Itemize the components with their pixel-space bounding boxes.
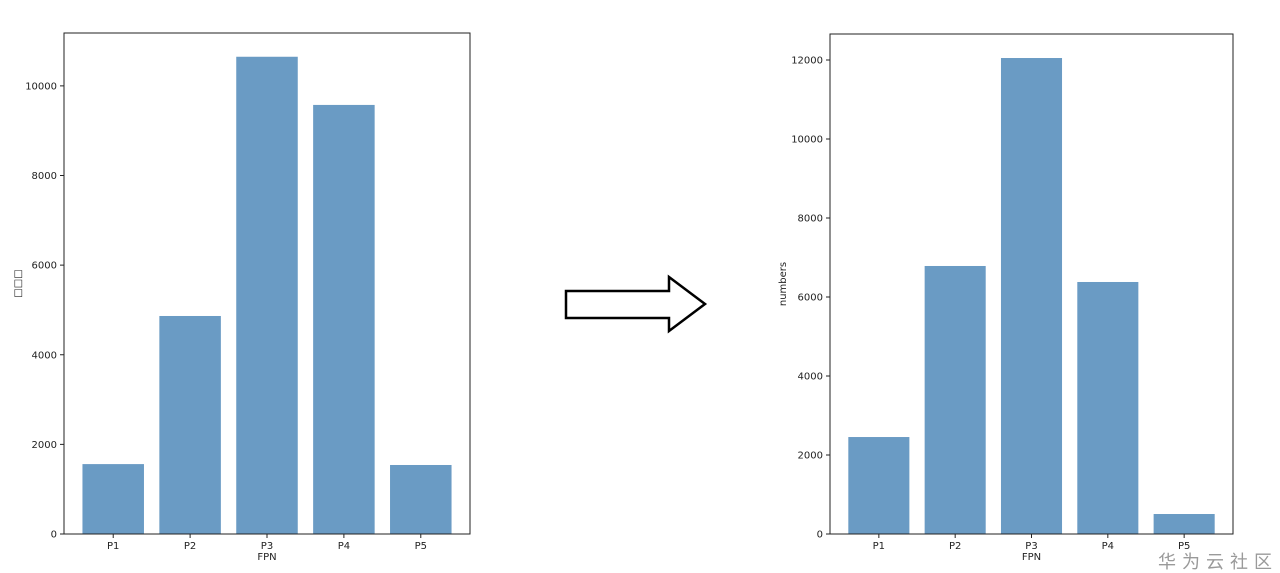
x-axis-label: FPN (257, 552, 276, 563)
bar-P2 (159, 315, 221, 534)
x-tick-label: P5 (1178, 541, 1190, 552)
bar-P4 (1077, 281, 1139, 534)
bar-P3 (236, 56, 298, 534)
x-tick-label: P3 (1025, 541, 1037, 552)
x-tick-label: P2 (184, 541, 196, 552)
bar-P1 (848, 437, 910, 534)
y-tick-label: 8000 (32, 171, 57, 182)
chart-1: P1 P2 P3 P4 P5 0 2000 4000 6000 8000 10000 FPN □□□ (13, 32, 471, 563)
bar-P5 (1153, 514, 1215, 534)
y-tick-label: 6000 (798, 292, 823, 303)
chart-2: P1 P2 P3 P4 P5 0 2000 4000 6000 8000 10000 12000 FPN… (778, 33, 1234, 563)
bar-P5 (390, 464, 452, 534)
y-tick-label: 4000 (798, 371, 823, 382)
bar-P2 (924, 265, 986, 534)
x-tick-label: P4 (1102, 541, 1114, 552)
y-axis-label: □□□ (13, 269, 24, 297)
y-tick-label: 0 (817, 530, 823, 541)
y-tick-label: 2000 (32, 440, 57, 451)
y-tick-label: 4000 (32, 350, 57, 361)
x-tick-label: P5 (415, 541, 427, 552)
y-tick-label: 10000 (25, 81, 57, 92)
bar-P4 (313, 104, 375, 534)
y-tick-label: 8000 (798, 213, 823, 224)
x-tick-label: P3 (261, 541, 273, 552)
right-arrow-icon (564, 274, 708, 334)
bar-P1 (82, 464, 144, 534)
watermark: 华为云社区 (1158, 552, 1278, 573)
y-tick-label: 10000 (791, 134, 823, 145)
plot-frame (63, 32, 471, 535)
y-tick-label: 6000 (32, 261, 57, 272)
x-tick-label: P1 (107, 541, 119, 552)
bar-P3 (1000, 58, 1063, 535)
y-tick-label: 12000 (791, 55, 823, 66)
y-axis-label: numbers (778, 262, 789, 306)
x-axis-label: FPN (1022, 552, 1041, 563)
x-tick-label: P2 (949, 541, 961, 552)
x-tick-label: P1 (873, 541, 885, 552)
y-tick-label: 2000 (798, 450, 823, 461)
x-tick-label: P4 (338, 541, 350, 552)
y-tick-label: 0 (51, 530, 57, 541)
plot-frame (829, 33, 1234, 535)
